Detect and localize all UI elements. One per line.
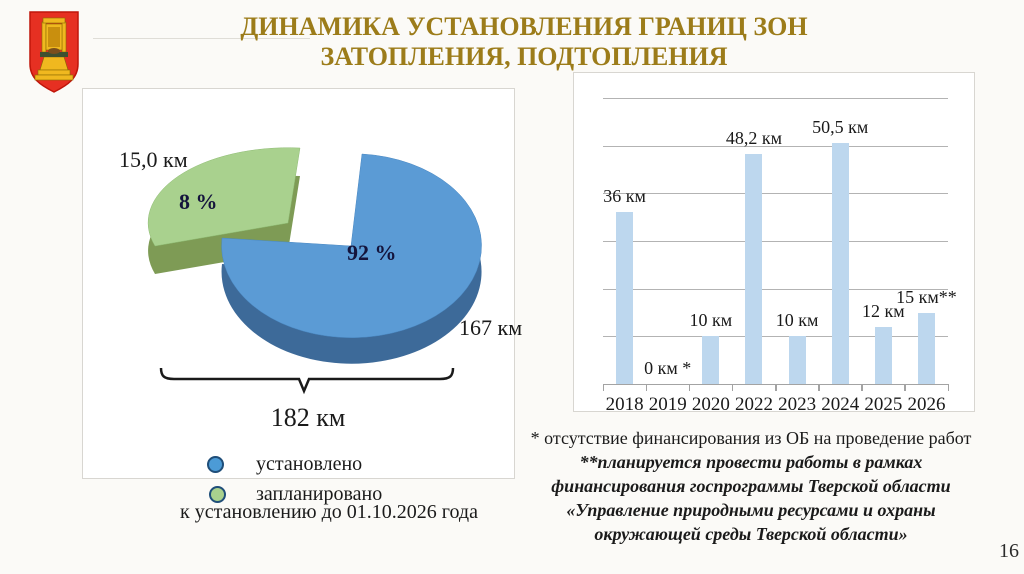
bar-2025 <box>874 326 892 384</box>
legend-label-planned-line2: к установлению до 01.10.2026 года <box>180 501 478 523</box>
x-axis-tick <box>602 384 604 391</box>
bar-value-label-2020: 10 км <box>689 310 733 331</box>
bar-chart-card: 36 км 2018 0 км * 2019 10 км 2020 48,2 км 2022 1… <box>573 72 975 415</box>
gridline-60 <box>603 98 948 99</box>
legend-label-planned: запланировано <box>256 483 383 505</box>
footnote-double-asterisk-line3: «Управление природными ресурсами и охран… <box>566 500 936 520</box>
pie-green-percent-label: 8 % <box>179 189 218 214</box>
x-axis-tick <box>861 384 863 391</box>
pie-blue-percent-label: 92 % <box>347 240 397 265</box>
footnote-double-asterisk-line2: финансирования госпрограммы Тверской обл… <box>551 476 951 496</box>
footnote-double-asterisk-line4: окружающей среды Тверской области» <box>594 524 908 544</box>
bar-plot: 36 км 2018 0 км * 2019 10 км 2020 48,2 км 2022 1… <box>602 98 957 415</box>
bar-value-label-2022: 48,2 км <box>725 128 783 149</box>
bar-value-label-2018: 36 км <box>603 186 646 207</box>
footnote-asterisk: * отсутствие финансирования из ОБ на про… <box>530 428 972 448</box>
gridline-20 <box>603 288 948 290</box>
page-number: 16 <box>999 540 1019 562</box>
gridline-30 <box>603 241 948 242</box>
x-axis-tick <box>818 384 820 391</box>
tver-coat-of-arms-icon <box>29 11 79 93</box>
bar-2022 <box>745 154 763 384</box>
slide-title: ДИНАМИКА УСТАНОВЛЕНИЯ ГРАНИЦ ЗОН ЗАТОПЛЕ… <box>194 12 854 72</box>
pie-chart <box>147 147 482 364</box>
x-axis-label-2018: 2018 <box>605 394 644 415</box>
pie-slice-blue <box>221 153 482 338</box>
bar-value-label-2023: 10 км <box>775 310 819 331</box>
gridline-10 <box>603 336 948 338</box>
x-axis-label-2025: 2025 <box>864 394 903 415</box>
total-brace <box>159 367 455 395</box>
x-axis-label-2020: 2020 <box>691 394 730 415</box>
bar-2023 <box>788 336 806 384</box>
x-axis-tick <box>645 384 648 391</box>
pie-slice-green <box>147 147 301 247</box>
x-axis-label-2023: 2023 <box>778 394 817 415</box>
x-axis-tick <box>775 384 777 391</box>
pie-chart-card: 15,0 км 8 % 92 % 167 км 182 км установле… <box>82 88 522 523</box>
bar-2018 <box>616 212 634 384</box>
slide-title-line1: ДИНАМИКА УСТАНОВЛЕНИЯ ГРАНИЦ ЗОН <box>240 12 808 41</box>
bar-value-label-2025: 12 км <box>861 300 905 321</box>
x-axis-label-2019: 2019 <box>648 394 687 415</box>
footnotes: * отсутствие финансирования из ОБ на про… <box>495 426 1007 546</box>
x-axis-tick <box>904 384 906 391</box>
pie-green-value-label: 15,0 км <box>119 147 188 172</box>
x-axis-tick <box>688 384 691 391</box>
x-axis-tick <box>731 384 734 391</box>
legend-label-established: установлено <box>256 453 363 475</box>
legend-dot-green <box>209 486 226 503</box>
bar-value-label-2024: 50,5 км <box>812 117 869 138</box>
footnote-double-asterisk-line1: **планируется провести работы в рамках <box>579 452 923 472</box>
header-divider <box>93 38 310 39</box>
pie-total-label: 182 км <box>270 403 346 432</box>
pie-blue-value-label: 167 км <box>459 315 523 340</box>
legend-item-established: установлено <box>207 453 362 476</box>
gridline-50 <box>603 145 948 147</box>
slide-title-line2: ЗАТОПЛЕНИЯ, ПОДТОПЛЕНИЯ <box>320 42 728 71</box>
bar-2026 <box>917 312 935 384</box>
bar-2024 <box>831 143 849 384</box>
bar-value-label-2026: 15 км** <box>896 286 957 307</box>
legend-item-planned: запланировано <box>209 483 382 506</box>
legend-dot-blue <box>207 456 224 473</box>
x-axis-label-2024: 2024 <box>821 394 860 415</box>
bar-value-label-2019: 0 км * <box>644 358 692 378</box>
x-axis-label-2026: 2026 <box>907 394 946 415</box>
x-axis-label-2022: 2022 <box>734 394 773 415</box>
bar-2020 <box>702 336 720 384</box>
x-axis-tick <box>947 384 949 391</box>
gridline-40 <box>603 193 948 195</box>
